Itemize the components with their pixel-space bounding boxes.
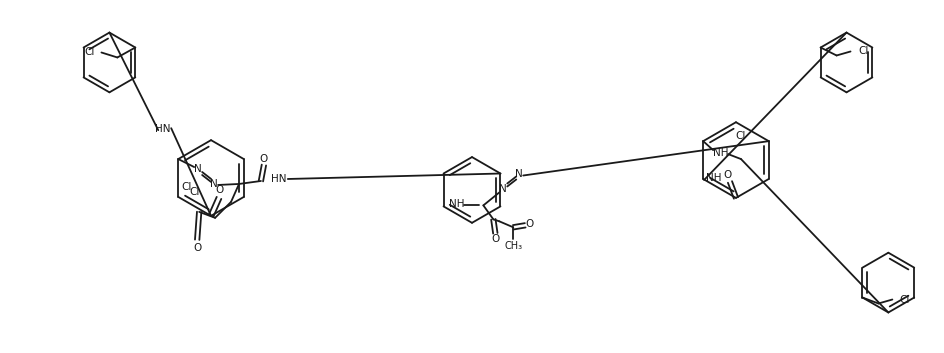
Text: O: O bbox=[260, 154, 268, 164]
Text: Cl: Cl bbox=[84, 48, 94, 58]
Text: O: O bbox=[724, 170, 733, 180]
Text: O: O bbox=[491, 234, 499, 244]
Text: N: N bbox=[499, 185, 507, 195]
Text: NH: NH bbox=[714, 148, 729, 158]
Text: NH: NH bbox=[706, 173, 722, 183]
Text: HN: HN bbox=[156, 124, 171, 134]
Text: O: O bbox=[525, 219, 533, 229]
Text: Cl: Cl bbox=[858, 47, 868, 56]
Text: N: N bbox=[211, 179, 218, 189]
Text: N: N bbox=[194, 164, 202, 174]
Text: O: O bbox=[194, 243, 201, 253]
Text: O: O bbox=[216, 185, 224, 195]
Text: HN: HN bbox=[271, 174, 287, 184]
Text: Cl: Cl bbox=[181, 182, 192, 192]
Text: Cl: Cl bbox=[899, 294, 909, 305]
Text: Cl: Cl bbox=[189, 187, 199, 197]
Text: NH: NH bbox=[448, 199, 464, 209]
Text: N: N bbox=[515, 168, 523, 179]
Text: CH₃: CH₃ bbox=[504, 241, 522, 251]
Text: Cl: Cl bbox=[735, 131, 746, 141]
